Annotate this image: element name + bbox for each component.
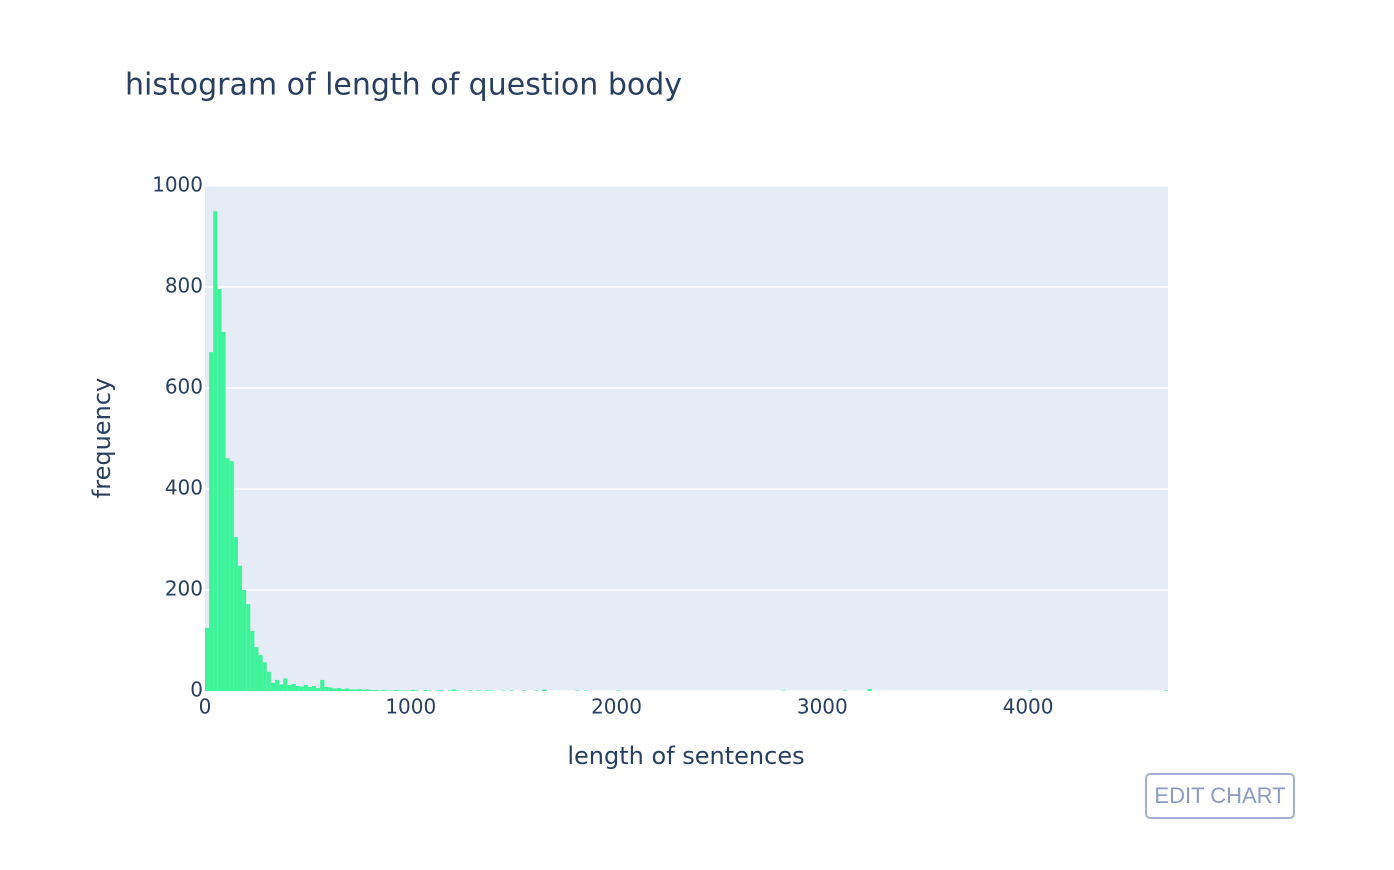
bar [410, 689, 415, 691]
y-tick-label: 600 [165, 375, 203, 399]
plot-background [205, 186, 1168, 691]
bar [357, 688, 362, 691]
bar [283, 678, 288, 691]
bar [394, 689, 399, 691]
bar [213, 211, 218, 691]
bar [291, 683, 296, 691]
y-tick-label: 1000 [152, 173, 203, 197]
bar [254, 647, 259, 691]
bar [250, 630, 255, 691]
bar [842, 690, 847, 691]
bar [324, 686, 329, 691]
x-tick-label: 0 [199, 695, 212, 719]
bar [488, 690, 494, 691]
bar [332, 688, 337, 691]
bar [205, 627, 210, 691]
bar [373, 689, 378, 691]
chart-title: histogram of length of question body [125, 68, 682, 103]
bar [258, 655, 263, 691]
bar [229, 461, 234, 691]
bar [1163, 690, 1168, 691]
bar [279, 684, 284, 691]
bar [365, 689, 370, 691]
bar [390, 690, 395, 691]
bar [221, 331, 226, 691]
bar [303, 684, 308, 691]
bar [1028, 690, 1033, 691]
bar [237, 565, 243, 691]
bar [209, 352, 214, 691]
bar [398, 690, 403, 691]
bar [377, 690, 382, 691]
y-axis-title: frequency [88, 378, 116, 498]
y-tick-label: 200 [165, 577, 203, 601]
y-tick-label: 400 [165, 476, 203, 500]
y-tick-label: 0 [190, 678, 203, 702]
bar [217, 289, 222, 691]
bar [266, 671, 271, 691]
bar [270, 682, 275, 691]
bar [299, 686, 304, 691]
bar [361, 689, 366, 691]
bar [534, 690, 539, 691]
y-tick-label: 800 [165, 274, 203, 298]
bar [246, 604, 251, 691]
bar [316, 687, 321, 691]
bar [262, 662, 267, 691]
bar [414, 690, 419, 691]
bar [369, 689, 374, 691]
bar [447, 690, 452, 691]
bar [344, 688, 350, 691]
bar [307, 686, 312, 691]
bar [381, 689, 387, 691]
bar [435, 690, 440, 691]
bar [501, 690, 506, 691]
bar [476, 690, 481, 691]
bar [423, 689, 428, 691]
bar [456, 690, 461, 691]
bar [336, 687, 341, 691]
bar [509, 690, 514, 691]
x-tick-label: 3000 [797, 695, 848, 719]
x-tick-label: 4000 [1003, 695, 1054, 719]
bar [312, 685, 317, 691]
x-tick-label: 2000 [591, 695, 642, 719]
bar [583, 690, 588, 691]
bar [781, 690, 786, 691]
bar [242, 590, 247, 691]
bar [402, 690, 407, 691]
bar [295, 685, 300, 691]
bar [233, 536, 238, 691]
bar [320, 679, 325, 691]
bar [521, 690, 526, 691]
bar [451, 689, 457, 691]
bar [225, 458, 230, 691]
edit-chart-button[interactable]: EDIT CHART [1145, 773, 1295, 819]
bar [575, 690, 580, 691]
bar [542, 689, 547, 691]
bar [328, 687, 333, 691]
bar [406, 690, 411, 691]
bar [616, 690, 621, 691]
bar [349, 689, 354, 691]
bar [484, 690, 489, 691]
bar [386, 690, 391, 691]
bar [468, 690, 473, 691]
bar [340, 688, 345, 691]
x-axis-title: length of sentences [567, 742, 804, 770]
bar [274, 679, 280, 691]
bar [439, 690, 444, 691]
x-tick-label: 1000 [385, 695, 436, 719]
bar [427, 690, 432, 691]
bar [353, 689, 358, 691]
bar [287, 684, 292, 691]
bar [867, 688, 872, 691]
